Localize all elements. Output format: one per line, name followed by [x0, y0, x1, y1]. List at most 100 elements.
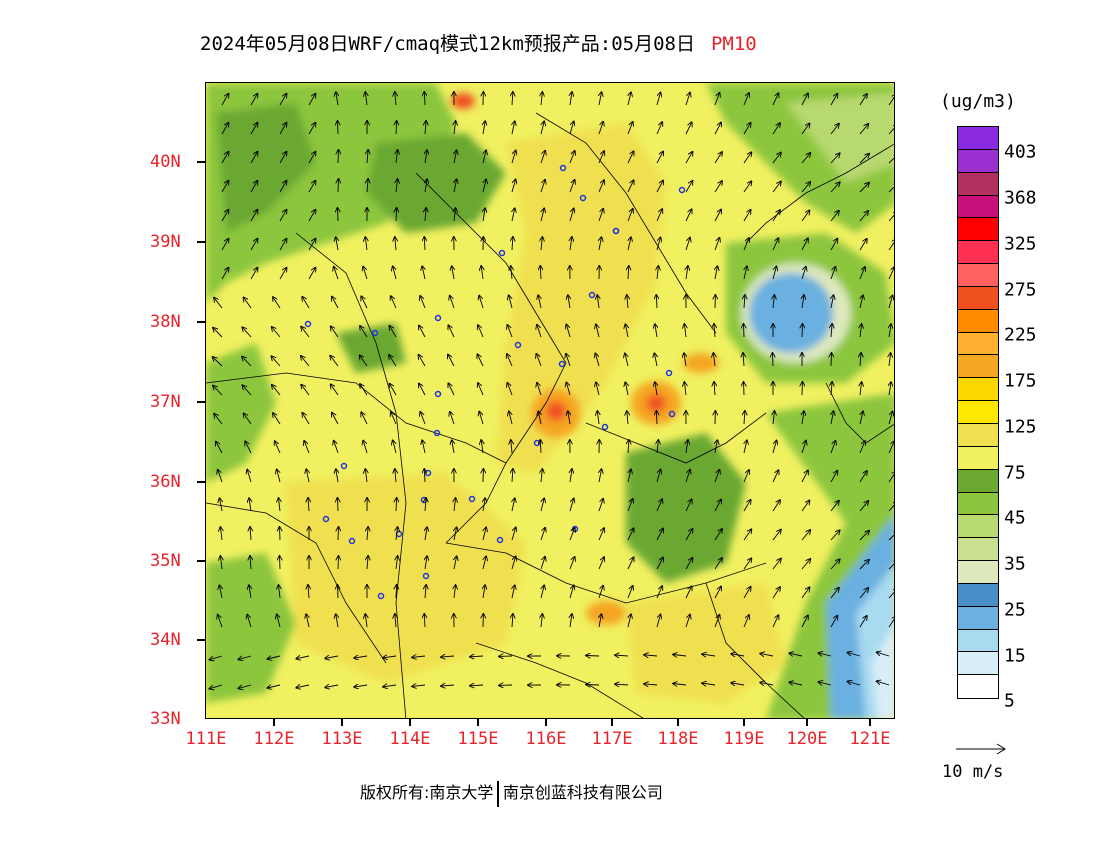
colorbar-label: 15	[1004, 645, 1026, 667]
lon-tick	[743, 719, 745, 726]
wind-arrow	[685, 499, 692, 512]
wind-arrow	[454, 498, 456, 512]
wind-arrow	[541, 469, 542, 483]
wind-arrow	[395, 469, 396, 483]
wind-arrow	[306, 614, 309, 628]
wind-arrow	[448, 355, 455, 367]
wind-arrow	[569, 499, 574, 512]
wind-arrow	[540, 151, 545, 164]
wind-arrow	[743, 529, 751, 541]
wind-arrow	[644, 655, 658, 656]
wind-arrow	[830, 441, 836, 454]
wind-arrow	[221, 181, 229, 193]
wind-arrow	[512, 121, 515, 135]
wind-arrow	[743, 587, 751, 599]
wind-arrow	[713, 353, 715, 367]
lon-tick	[806, 719, 808, 726]
wind-arrow	[391, 412, 397, 425]
wind-arrow	[302, 413, 310, 425]
wind-arrow	[569, 528, 575, 541]
wind-arrow	[541, 121, 544, 135]
wind-arrow	[702, 654, 716, 656]
wind-arrow	[360, 355, 368, 367]
wind-arrow	[628, 440, 629, 454]
wind-arrow	[598, 151, 604, 164]
wind-arrow	[789, 653, 803, 656]
wind-arrow	[714, 181, 722, 193]
wind-arrow	[279, 239, 287, 251]
wind-arrow	[860, 382, 862, 396]
wind-arrow	[743, 353, 744, 367]
lon-label-118e: 118E	[657, 729, 699, 749]
wind-arrow	[656, 152, 663, 164]
wind-arrow	[789, 682, 803, 685]
wind-arrow	[654, 353, 657, 367]
wind-arrow	[425, 498, 426, 512]
wind-arrow	[714, 238, 720, 251]
wind-arrow	[743, 238, 749, 251]
wind-arrow	[714, 324, 715, 338]
wind-arrow	[801, 559, 810, 570]
wind-arrow	[330, 356, 339, 367]
lon-tick	[477, 719, 479, 726]
wind-arrow	[657, 266, 658, 280]
wind-arrow	[859, 531, 869, 541]
wind-arrow	[396, 585, 397, 599]
wind-arrow	[267, 656, 281, 659]
copyright-company: 南京创蓝科技有限公司	[502, 783, 663, 802]
wind-arrow	[425, 556, 427, 570]
wind-arrow	[280, 556, 281, 570]
wind-arrow	[412, 656, 426, 657]
wind-vectors	[210, 92, 894, 689]
wind-arrow	[425, 179, 427, 193]
wind-arrow	[450, 412, 455, 425]
wind-arrow	[538, 295, 541, 309]
city-markers	[304, 164, 686, 600]
wind-arrow	[338, 527, 339, 541]
wind-arrow	[684, 382, 686, 396]
wind-arrow	[877, 652, 890, 657]
wind-arrow	[536, 354, 542, 367]
wind-arrow	[627, 122, 633, 135]
wind-arrow	[888, 183, 894, 193]
copyright-owner: 版权所有:南京大学	[360, 783, 494, 802]
map-title: 2024年05月08日WRF/cmaq模式12km预报产品:05月08日 PM10	[200, 29, 757, 56]
wind-arrow	[483, 498, 485, 512]
wind-arrow	[540, 528, 545, 541]
wind-arrow	[367, 179, 368, 193]
wind-arrow	[483, 527, 486, 541]
wind-arrow	[743, 123, 751, 135]
wind-arrow	[859, 183, 869, 193]
wind-arrow	[772, 182, 781, 193]
colorbar-swatch	[958, 675, 998, 699]
wind-arrow	[338, 498, 339, 512]
wind-arrow	[599, 92, 602, 106]
wind-arrow	[744, 295, 745, 309]
wind-arrow	[308, 123, 316, 135]
wind-arrow	[512, 469, 513, 483]
wind-arrow	[598, 122, 603, 135]
wind-arrow	[396, 498, 397, 512]
wind-arrow	[249, 498, 251, 512]
wind-arrow	[301, 327, 310, 338]
wind-arrow	[511, 557, 516, 570]
copyright-footer: 版权所有:南京大学 南京创蓝科技有限公司	[360, 779, 663, 807]
wind-arrow	[772, 267, 776, 280]
wind-arrow	[627, 499, 633, 512]
lat-label-40n: 40N	[150, 152, 181, 172]
wind-arrow	[859, 124, 868, 135]
wind-arrow	[888, 296, 893, 309]
wind-arrow	[454, 585, 456, 599]
wind-arrow	[569, 586, 574, 599]
wind-arrow	[354, 656, 368, 658]
wind-arrow	[425, 150, 427, 164]
wind-arrow	[760, 683, 774, 686]
wind-arrow	[625, 382, 628, 396]
wind-arrow	[477, 354, 484, 367]
wind-arrow	[338, 208, 339, 222]
wind-arrow	[656, 499, 662, 512]
wind-arrow	[656, 181, 663, 193]
wind-arrow	[772, 238, 778, 251]
wind-arrow	[830, 153, 840, 164]
wind-arrow	[831, 411, 834, 425]
